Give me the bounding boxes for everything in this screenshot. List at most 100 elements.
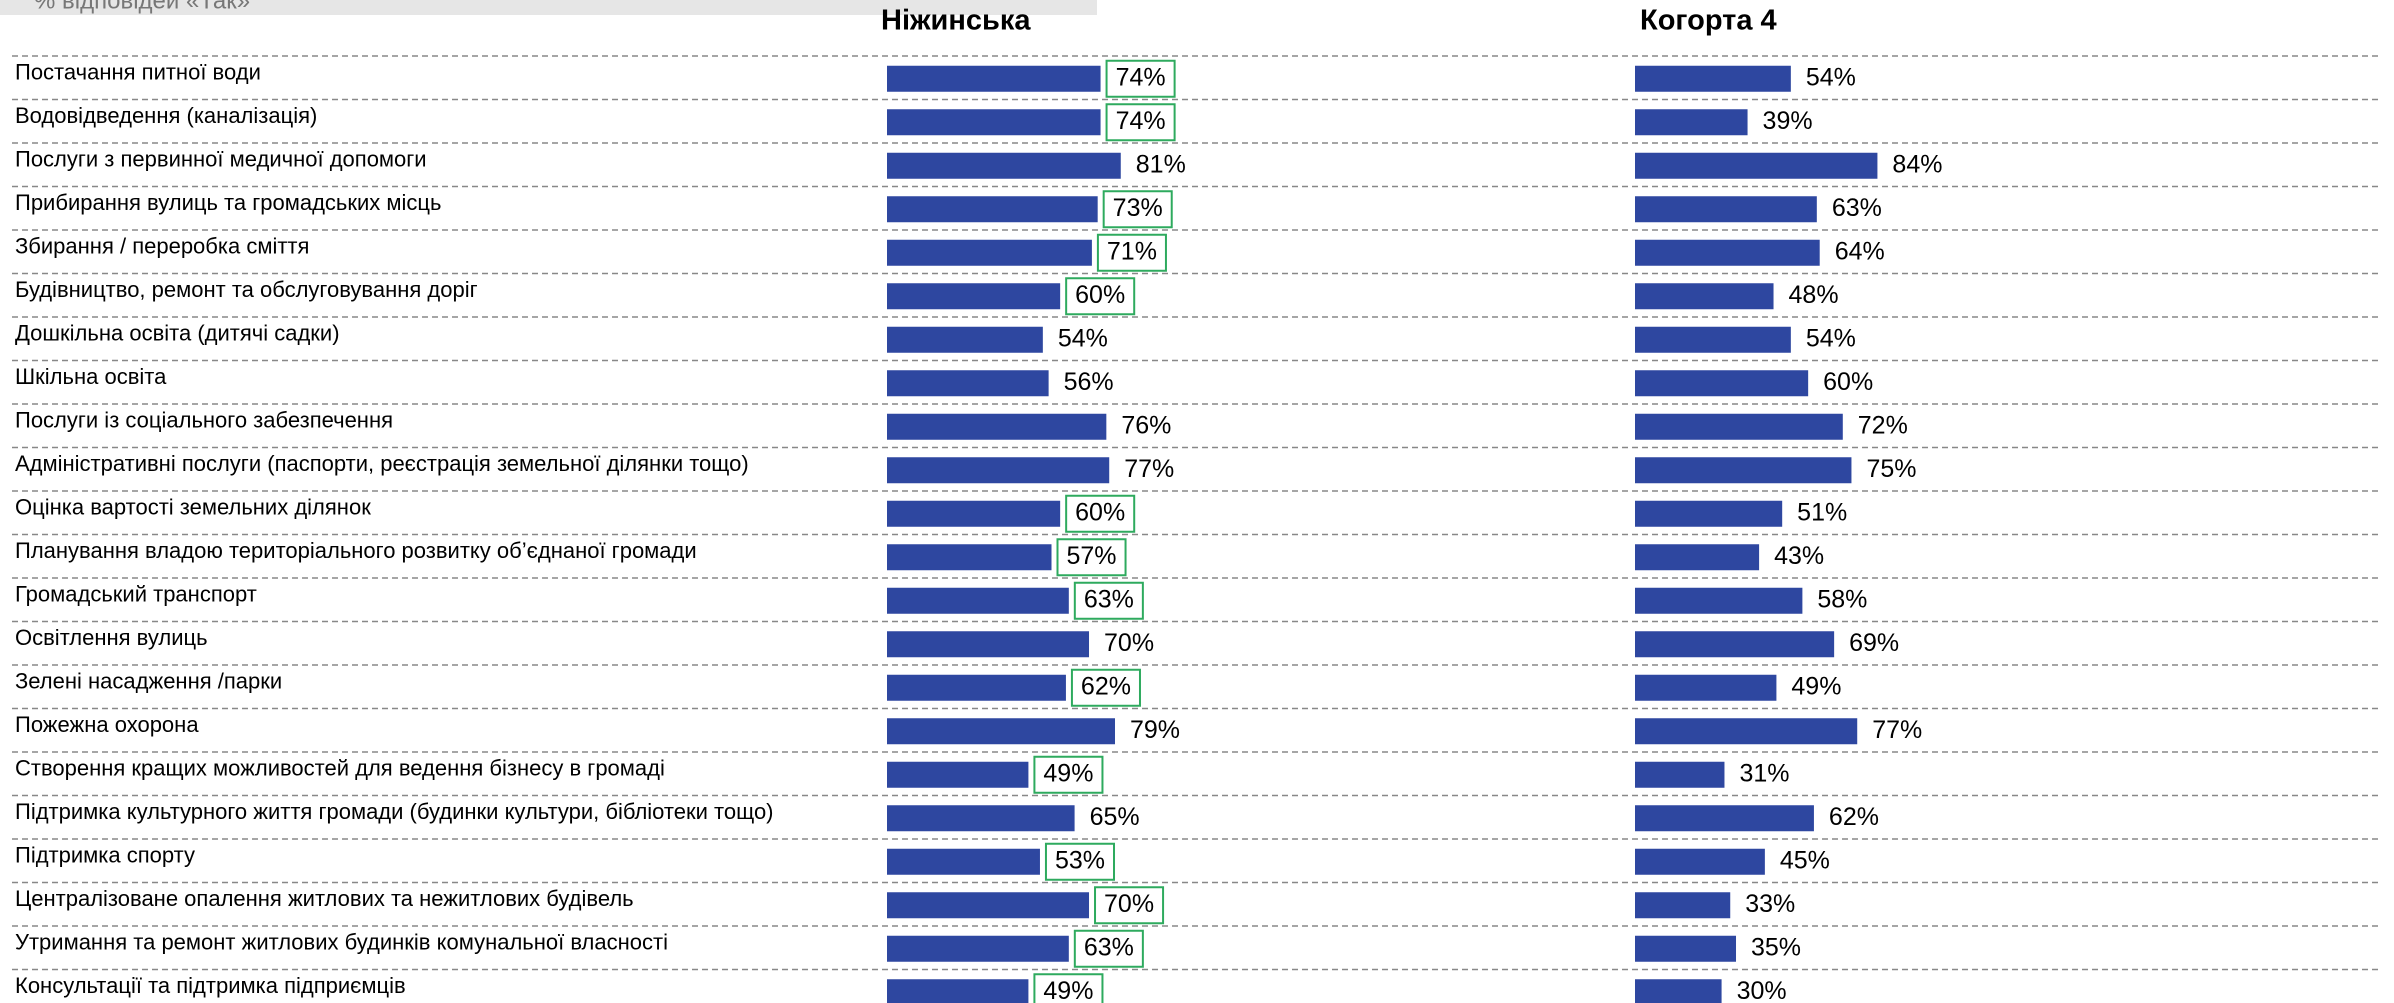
bar [887,109,1101,136]
category-label: Оцінка вартості земельних ділянок [15,495,371,520]
value-label: 63% [1084,933,1134,961]
bar [887,283,1061,310]
bar [887,500,1061,527]
highlight-box [1105,103,1176,142]
category-label: Освітлення вулиць [15,625,208,650]
category-label: Підтримка спорту [15,843,195,868]
bar [887,718,1115,745]
bar [1635,544,1760,571]
value-label: 58% [1817,585,1867,613]
value-label: 45% [1780,846,1830,874]
value-label: 60% [1075,281,1125,309]
bar [887,674,1066,701]
value-label: 62% [1829,803,1879,831]
value-label: 43% [1774,542,1824,570]
value-label: 69% [1849,629,1899,657]
category-label: Створення кращих можливостей для ведення… [15,756,665,781]
value-label: 65% [1090,803,1140,831]
highlight-box [1094,886,1165,925]
bar [1635,674,1777,701]
bar [1635,152,1878,179]
bar [1635,805,1814,832]
value-label: 54% [1806,63,1856,91]
value-label: 84% [1892,150,1942,178]
value-label: 74% [1116,107,1166,135]
value-label: 49% [1791,672,1841,700]
value-label: 49% [1043,759,1093,787]
category-label: Збирання / переробка сміття [15,234,309,259]
bar [1635,196,1817,223]
bar [1635,892,1731,919]
value-label: 71% [1107,237,1157,265]
value-label: 53% [1055,846,1105,874]
bar [1635,283,1774,310]
value-label: 79% [1130,716,1180,744]
bar [887,239,1092,266]
category-label: Дошкільна освіта (дитячі садки) [15,321,340,346]
value-label: 48% [1789,281,1839,309]
category-label: Прибирання вулиць та громадських місць [15,190,441,215]
bar [1635,65,1791,92]
value-label: 51% [1797,498,1847,526]
value-label: 63% [1832,194,1882,222]
bar [1635,631,1835,658]
value-label: 31% [1739,759,1789,787]
value-label: 54% [1806,324,1856,352]
bar [1635,935,1737,962]
highlight-box [1073,581,1144,620]
highlight-box [1065,494,1136,533]
value-label: 60% [1823,368,1873,396]
value-label: 60% [1075,498,1125,526]
value-label: 35% [1751,933,1801,961]
bar [887,326,1043,353]
bar [1635,979,1722,1003]
bar [887,65,1101,92]
value-label: 54% [1058,324,1108,352]
bar [1635,109,1748,136]
highlight-box [1065,277,1136,316]
bar [887,587,1069,614]
value-label: 76% [1121,411,1171,439]
value-label: 62% [1081,672,1131,700]
value-label: 56% [1064,368,1114,396]
bar [1635,457,1852,484]
bar [1635,718,1858,745]
value-label: 30% [1737,977,1787,1003]
value-label: 72% [1858,411,1908,439]
subtitle-box [0,0,1097,15]
subtitle: % відповідей «Так» [34,0,250,14]
bar [887,761,1029,788]
panel-title: Когорта 4 [1640,5,1777,37]
highlight-box [1073,929,1144,968]
value-label: 75% [1866,455,1916,483]
category-label: Постачання питної води [15,60,261,85]
bar [1635,326,1791,353]
bar [887,413,1107,440]
bar [1635,761,1725,788]
category-label: Планування владою територіального розвит… [15,538,697,563]
value-label: 70% [1104,890,1154,918]
bar [887,979,1029,1003]
category-label: Консультації та підтримка підприємців [15,973,406,998]
highlight-box [1033,973,1104,1003]
category-label: Громадський транспорт [15,582,257,607]
value-label: 77% [1872,716,1922,744]
highlight-box [1102,190,1173,229]
category-label: Послуги з первинної медичної допомоги [15,147,427,172]
value-label: 64% [1835,237,1885,265]
category-label: Пожежна охорона [15,712,199,737]
highlight-box [1096,233,1167,272]
panel-title: Ніжинська [881,5,1031,37]
value-label: 57% [1067,542,1117,570]
bar [887,196,1098,223]
category-label: Адміністративні послуги (паспорти, реєст… [15,451,749,476]
bar [887,370,1049,397]
bar [887,631,1090,658]
category-label: Зелені насадження /парки [15,669,282,694]
value-label: 77% [1124,455,1174,483]
value-label: 73% [1113,194,1163,222]
value-label: 74% [1116,63,1166,91]
value-label: 33% [1745,890,1795,918]
bar [1635,500,1783,527]
